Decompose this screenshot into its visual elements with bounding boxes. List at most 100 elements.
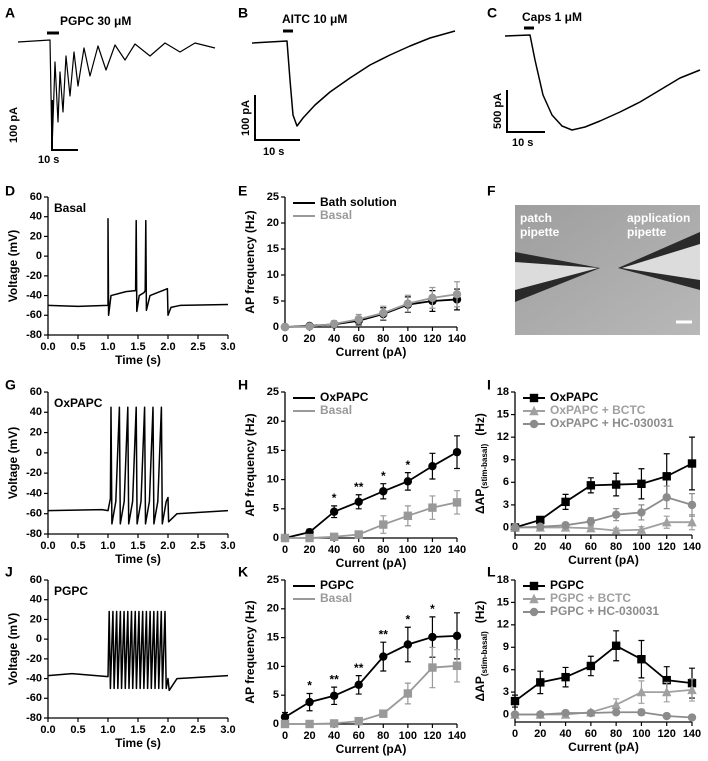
x-tick-label: 120 xyxy=(423,544,441,556)
y-tick-label: 15 xyxy=(497,408,509,420)
x-tick-label: 3.0 xyxy=(220,540,235,552)
y-axis-label-main: Voltage (mV) xyxy=(6,427,20,499)
legend-label: Basal xyxy=(320,208,352,222)
drug-label: Caps 1 μM xyxy=(522,10,582,24)
panel-letter: B xyxy=(238,5,248,21)
marker xyxy=(586,517,596,526)
marker xyxy=(403,477,413,486)
y-tick-label: 9 xyxy=(503,454,509,466)
legend-marker xyxy=(529,405,539,416)
y-tick-label: 25 xyxy=(267,191,279,203)
marker xyxy=(536,678,545,687)
x-tick-label: 140 xyxy=(683,728,701,740)
marker xyxy=(428,632,437,642)
y-tick-label: -80 xyxy=(26,329,42,341)
panel-label: PGPC xyxy=(54,584,88,598)
y-tick-label: 40 xyxy=(30,406,42,418)
marker xyxy=(637,479,646,489)
x-tick-label: 140 xyxy=(448,730,466,742)
y-tick-label: 10 xyxy=(267,474,279,486)
y-tick-label: -40 xyxy=(26,289,42,301)
y-axis-label-sub: (stim-basal) xyxy=(480,631,489,676)
marker xyxy=(354,530,363,539)
x-tick-label: 120 xyxy=(423,730,441,742)
y-tick-label: 18 xyxy=(497,386,509,398)
y-tick-label: -80 xyxy=(26,528,42,540)
marker xyxy=(329,507,339,516)
y-tick-label: 6 xyxy=(503,664,509,676)
marker xyxy=(452,661,462,671)
y-tick-label: -20 xyxy=(26,467,42,479)
y-axis-label: ΔAP(stim-basal) (Hz) xyxy=(473,601,489,702)
marker xyxy=(662,517,672,527)
significance-label: * xyxy=(332,491,337,505)
y-tick-label: -60 xyxy=(26,508,42,520)
marker xyxy=(280,322,290,332)
y-tick-label: 0 xyxy=(36,633,42,645)
drug-label: PGPC 30 μM xyxy=(60,14,131,28)
legend-label: OxPAPC xyxy=(550,390,599,404)
marker xyxy=(536,710,545,719)
y-tick-label: 40 xyxy=(30,211,42,223)
y-tick-label: 0 xyxy=(36,250,42,262)
marker xyxy=(403,299,413,308)
marker xyxy=(561,497,570,507)
x-tick-label: 120 xyxy=(423,333,441,345)
marker xyxy=(561,708,570,718)
scale-x-label: 10 s xyxy=(512,137,533,149)
marker xyxy=(329,532,339,542)
marker xyxy=(687,517,697,527)
marker xyxy=(379,520,388,529)
x-tick-label: 2.0 xyxy=(160,341,175,353)
x-tick-label: 20 xyxy=(534,728,546,740)
trace xyxy=(47,610,229,692)
significance-label: ** xyxy=(354,661,364,675)
x-axis-label: Current (pA) xyxy=(336,345,407,359)
scale-y-label: 500 pA xyxy=(492,93,504,129)
panel-letter: D xyxy=(5,183,15,199)
y-tick-label: 18 xyxy=(497,574,509,586)
x-tick-label: 2.5 xyxy=(190,724,205,736)
application-pipette-lumen xyxy=(622,244,700,280)
marker xyxy=(354,315,363,324)
marker xyxy=(354,716,363,726)
marker xyxy=(379,487,388,496)
x-tick-label: 1.0 xyxy=(100,724,115,736)
x-tick-label: 1.0 xyxy=(100,540,115,552)
y-tick-label: 0 xyxy=(273,321,279,333)
y-axis-label: ΔAP(stim-basal) (Hz) xyxy=(473,413,489,514)
panel-letter: H xyxy=(238,377,248,393)
legend-label: Basal xyxy=(320,403,352,417)
x-tick-label: 2.5 xyxy=(190,540,205,552)
marker xyxy=(611,510,621,519)
y-tick-label: 0 xyxy=(36,447,42,459)
y-tick-label: -20 xyxy=(26,653,42,665)
panel-letter: L xyxy=(487,564,496,580)
marker xyxy=(452,290,462,299)
x-axis-label: Current (pA) xyxy=(336,556,407,570)
x-tick-label: 20 xyxy=(303,544,315,556)
y-tick-label: 0 xyxy=(503,708,509,720)
legend-label: OxPAPC + BCTC xyxy=(550,403,646,417)
y-tick-label: 5 xyxy=(273,503,279,515)
current-trace xyxy=(504,34,701,131)
scale-y-label: 100 pA xyxy=(8,107,20,143)
y-tick-label: -20 xyxy=(26,270,42,282)
marker xyxy=(428,663,437,672)
marker xyxy=(662,675,671,685)
x-tick-label: 140 xyxy=(448,333,466,345)
marker xyxy=(428,293,437,303)
y-tick-label: 60 xyxy=(30,574,42,586)
panel-c: Caps 1 μM 500 pA 10 s xyxy=(492,10,701,149)
panel-letter: K xyxy=(238,564,248,580)
legend-label: PGPC xyxy=(550,578,584,592)
marker xyxy=(637,655,646,664)
legend-marker xyxy=(529,581,539,591)
legend-label: Basal xyxy=(320,591,352,605)
y-tick-label: 9 xyxy=(503,641,509,653)
series-line xyxy=(514,462,693,529)
marker xyxy=(687,713,697,722)
panel-letter: C xyxy=(487,5,497,21)
x-tick-label: 3.0 xyxy=(220,341,235,353)
marker xyxy=(280,533,290,543)
